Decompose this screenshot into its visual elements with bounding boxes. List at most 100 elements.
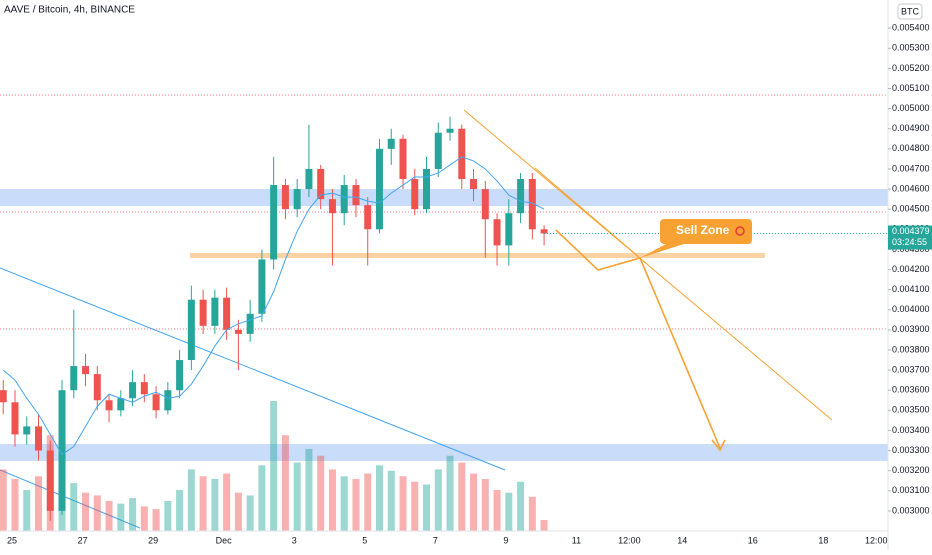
moving-average <box>2 156 545 456</box>
candle-body <box>470 179 478 190</box>
trend-line <box>0 267 506 471</box>
candle-body <box>493 219 501 246</box>
volume-bar <box>281 435 289 531</box>
y-tick-label: 0.004800 <box>892 143 930 153</box>
volume-bar <box>140 506 148 531</box>
x-tick-label: Dec <box>216 535 233 545</box>
candle-body <box>176 360 184 391</box>
triangle-line <box>463 109 833 421</box>
chart-title: AAVE / Bitcoin, 4h, BINANCE <box>4 5 135 16</box>
volume-bar <box>0 469 7 531</box>
candle-body <box>423 168 431 210</box>
x-tick-label: 12:00 <box>865 535 888 545</box>
volume-bar <box>129 498 137 531</box>
x-tick-label: 7 <box>433 535 438 545</box>
volume-bar <box>199 476 207 531</box>
candle-body <box>458 128 466 180</box>
candle-body <box>223 297 231 330</box>
y-tick-label: 0.003300 <box>892 445 930 455</box>
x-tick-label: 25 <box>7 535 17 545</box>
volume-bar <box>152 509 160 531</box>
volume-bar <box>517 481 525 531</box>
candle-body <box>258 259 266 314</box>
volume-bar <box>434 469 442 531</box>
candle-body <box>364 205 372 230</box>
volume-bar <box>375 465 383 531</box>
candle-body <box>164 390 172 411</box>
volume-bar <box>481 479 489 531</box>
volume-bar <box>82 492 90 531</box>
candle-body <box>246 313 254 334</box>
volume-bar <box>211 479 219 531</box>
x-tick-label: 11 <box>572 535 581 545</box>
y-tick-label: 0.003600 <box>892 385 930 395</box>
x-tick-label: 9 <box>503 535 508 545</box>
y-tick-label: 0.004700 <box>892 163 930 173</box>
y-tick-label: 0.004500 <box>892 204 930 214</box>
sell-zone-icon <box>735 226 745 236</box>
volume-bar <box>70 483 78 531</box>
candle-body <box>505 213 513 246</box>
candle-body <box>270 185 278 260</box>
candle-body <box>317 168 325 200</box>
volume-bar <box>317 455 325 531</box>
volume-bar <box>411 481 419 531</box>
y-tick-label: 0.003200 <box>892 465 930 475</box>
x-tick-label: 29 <box>148 535 158 545</box>
candle-body <box>293 189 301 210</box>
candle-body <box>23 426 31 435</box>
x-tick-label: 14 <box>677 535 687 545</box>
y-tick-label: 0.003400 <box>892 425 930 435</box>
volume-bar <box>176 489 184 531</box>
y-tick-label: 0.004900 <box>892 123 930 133</box>
y-tick-label: 0.003000 <box>892 505 930 515</box>
volume-bar <box>105 500 113 531</box>
y-tick-label: 0.005200 <box>892 63 930 73</box>
y-tick-label: 0.005400 <box>892 23 930 33</box>
candle-body <box>387 138 395 149</box>
volume-bar <box>505 492 513 531</box>
volume-bar <box>328 469 336 531</box>
candle-body <box>199 299 207 326</box>
projection-arrow <box>711 439 726 452</box>
candle-body <box>117 398 125 411</box>
price-axis <box>888 0 932 550</box>
volume-bar <box>187 469 195 531</box>
y-tick-label: 0.004200 <box>892 264 930 274</box>
x-tick-label: 27 <box>78 535 88 545</box>
triangle-line <box>534 167 641 259</box>
volume-bar <box>458 462 466 531</box>
y-tick-label: 0.003500 <box>892 405 930 415</box>
volume-bar <box>528 496 536 531</box>
candle-body <box>187 299 195 361</box>
candle-body <box>399 138 407 180</box>
candle-body <box>93 374 101 401</box>
volume-bar <box>23 489 31 531</box>
candle-body <box>375 148 383 230</box>
axes: 0.003000 0.003100 0.003200 0.003300 0.003400… <box>7 23 932 545</box>
candle-body <box>528 179 536 230</box>
y-tick-label: 0.005100 <box>892 83 930 93</box>
candle-body <box>0 390 7 403</box>
y-tick-label: 0.003900 <box>892 324 930 334</box>
x-tick-label: 18 <box>818 535 828 545</box>
volume-bar <box>305 448 313 531</box>
candle-body <box>35 426 43 451</box>
sell-zone-label: Sell Zone <box>676 223 730 237</box>
candle-body <box>281 185 289 210</box>
candle-body <box>352 185 360 206</box>
sell-zone-callout <box>640 219 752 258</box>
support-line <box>190 253 765 258</box>
candle-body <box>140 382 148 395</box>
candle-body <box>152 394 160 411</box>
volume-bar <box>352 479 360 531</box>
volume-bar <box>164 500 172 531</box>
volume-bar <box>93 495 101 531</box>
volume-bar <box>387 470 395 531</box>
y-tick-label: 0.004600 <box>892 183 930 193</box>
volume-bar <box>246 495 254 531</box>
x-tick-label: 3 <box>292 535 297 545</box>
x-tick-label: 5 <box>362 535 367 545</box>
volume-bar <box>234 492 242 531</box>
